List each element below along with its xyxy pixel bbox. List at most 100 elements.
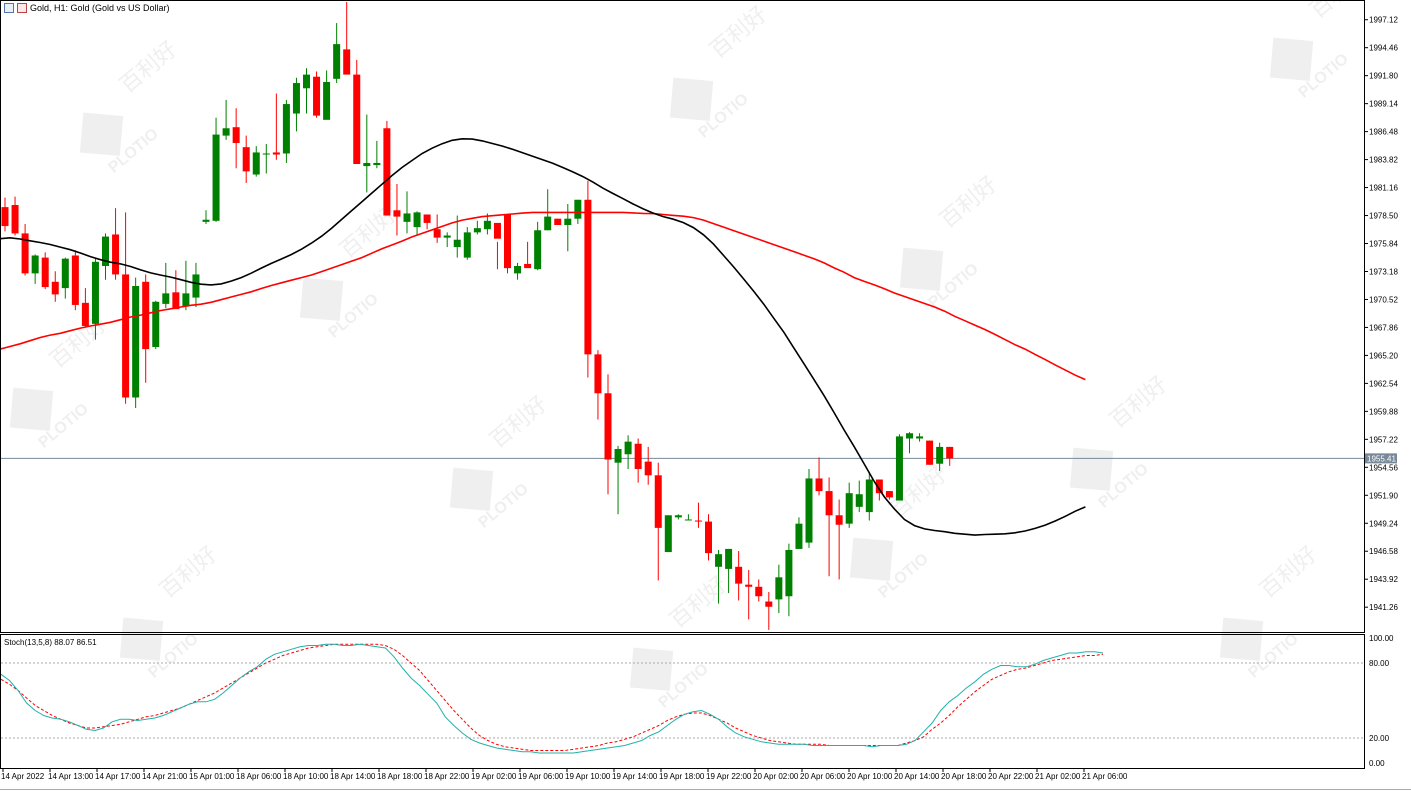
bull-candle <box>162 293 170 304</box>
stoch-y-tick-label: 100.00 <box>1369 634 1394 643</box>
bull-candle <box>212 134 220 221</box>
x-tick-label: 18 Apr 18:00 <box>377 772 423 781</box>
bull-candle <box>614 449 622 463</box>
bear-candle <box>815 478 823 492</box>
bear-candle <box>232 127 240 143</box>
bear-candle <box>875 479 883 494</box>
x-tick-label: 19 Apr 14:00 <box>612 772 658 781</box>
bear-candle <box>343 49 351 75</box>
chart-list-icon[interactable] <box>4 3 14 13</box>
bear-candle <box>81 302 89 326</box>
bear-candle <box>835 515 843 525</box>
bull-candle <box>443 235 451 238</box>
y-tick-label: 1951.90 <box>1369 491 1398 500</box>
bear-candle <box>926 440 934 465</box>
bull-candle <box>102 236 109 267</box>
bull-candle <box>61 258 69 289</box>
x-tick-label: 20 Apr 10:00 <box>847 772 893 781</box>
bull-candle <box>775 577 783 600</box>
bull-candle <box>895 436 903 501</box>
stoch-main-line <box>0 643 1104 754</box>
bear-candle <box>885 491 893 498</box>
stoch-y-tick-label: 0.00 <box>1369 759 1385 768</box>
y-tick-label: 1978.50 <box>1369 212 1398 221</box>
stoch-panel-border <box>0 634 1365 769</box>
watermark-logo-mark <box>9 387 54 431</box>
bull-candle <box>865 479 873 513</box>
bull-candle <box>152 301 160 347</box>
stoch-y-tick-label: 20.00 <box>1369 734 1390 743</box>
bear-candle <box>634 443 642 469</box>
bear-candle <box>946 446 954 459</box>
bull-candle <box>684 519 692 521</box>
watermark-cjk: 百利好 <box>705 1 772 63</box>
y-tick-label: 1967.86 <box>1369 323 1398 332</box>
bull-candle <box>845 493 853 524</box>
bear-candle <box>393 210 401 217</box>
bull-candle <box>534 230 542 270</box>
bull-candle <box>363 162 371 167</box>
watermark-cjk: 百利好 <box>485 391 552 453</box>
bear-candle <box>313 76 321 116</box>
bull-candle <box>544 216 552 231</box>
fast-moving-average-line <box>0 137 1086 536</box>
x-tick-label: 18 Apr 06:00 <box>236 772 282 781</box>
y-tick-label: 1954.56 <box>1369 463 1398 472</box>
bull-candle <box>785 549 793 597</box>
bear-candle <box>11 205 19 234</box>
main-price-panel[interactable] <box>0 2 1364 630</box>
watermark-cjk: 百利好 <box>155 541 222 603</box>
watermark-logo-mark <box>1069 447 1114 491</box>
stochastic-panel[interactable] <box>0 643 1364 754</box>
x-tick-label: 20 Apr 06:00 <box>800 772 846 781</box>
chart-chart-icon[interactable] <box>17 3 27 13</box>
x-tick-label: 14 Apr 17:00 <box>95 772 141 781</box>
bear-candle <box>644 461 652 476</box>
bull-candle <box>916 436 924 439</box>
bear-candle <box>504 214 511 269</box>
bull-candle <box>574 199 582 219</box>
y-tick-label: 1973.18 <box>1369 267 1398 276</box>
bull-candle <box>514 266 522 274</box>
y-tick-label: 1991.80 <box>1369 72 1398 81</box>
bear-candle <box>705 521 712 554</box>
bull-candle <box>795 523 803 549</box>
bear-candle <box>584 199 592 355</box>
bull-candle <box>624 441 632 455</box>
bull-candle <box>282 104 290 154</box>
current-price-label: 1955.41 <box>1367 454 1396 463</box>
bull-candle <box>202 219 210 222</box>
x-tick-label: 19 Apr 06:00 <box>518 772 564 781</box>
chart-title: Gold, H1: Gold (Gold vs US Dollar) <box>30 3 170 13</box>
watermark-cjk: 百利好 <box>115 36 182 98</box>
bull-candle <box>473 228 481 233</box>
bull-candle <box>91 261 99 324</box>
watermark-logo-mark <box>79 112 124 156</box>
watermark-logo-mark <box>899 247 944 291</box>
bear-candle <box>423 214 431 223</box>
bear-candle <box>745 584 753 587</box>
y-tick-label: 1970.52 <box>1369 295 1398 304</box>
watermark-cjk: 百利好 <box>335 201 402 263</box>
watermark-logo-mark <box>849 537 894 581</box>
bull-candle <box>855 494 863 507</box>
y-tick-label: 1965.20 <box>1369 351 1398 360</box>
bull-candle <box>453 239 461 248</box>
bull-candle <box>564 218 572 226</box>
x-tick-label: 20 Apr 14:00 <box>894 772 940 781</box>
bear-candle <box>41 257 49 288</box>
watermark-logo-mark <box>629 647 674 691</box>
bull-candle <box>262 153 270 155</box>
bear-candle <box>242 147 250 172</box>
bear-candle <box>493 222 501 239</box>
bear-candle <box>122 274 130 398</box>
bear-candle <box>272 152 280 155</box>
bear-candle <box>554 218 562 226</box>
